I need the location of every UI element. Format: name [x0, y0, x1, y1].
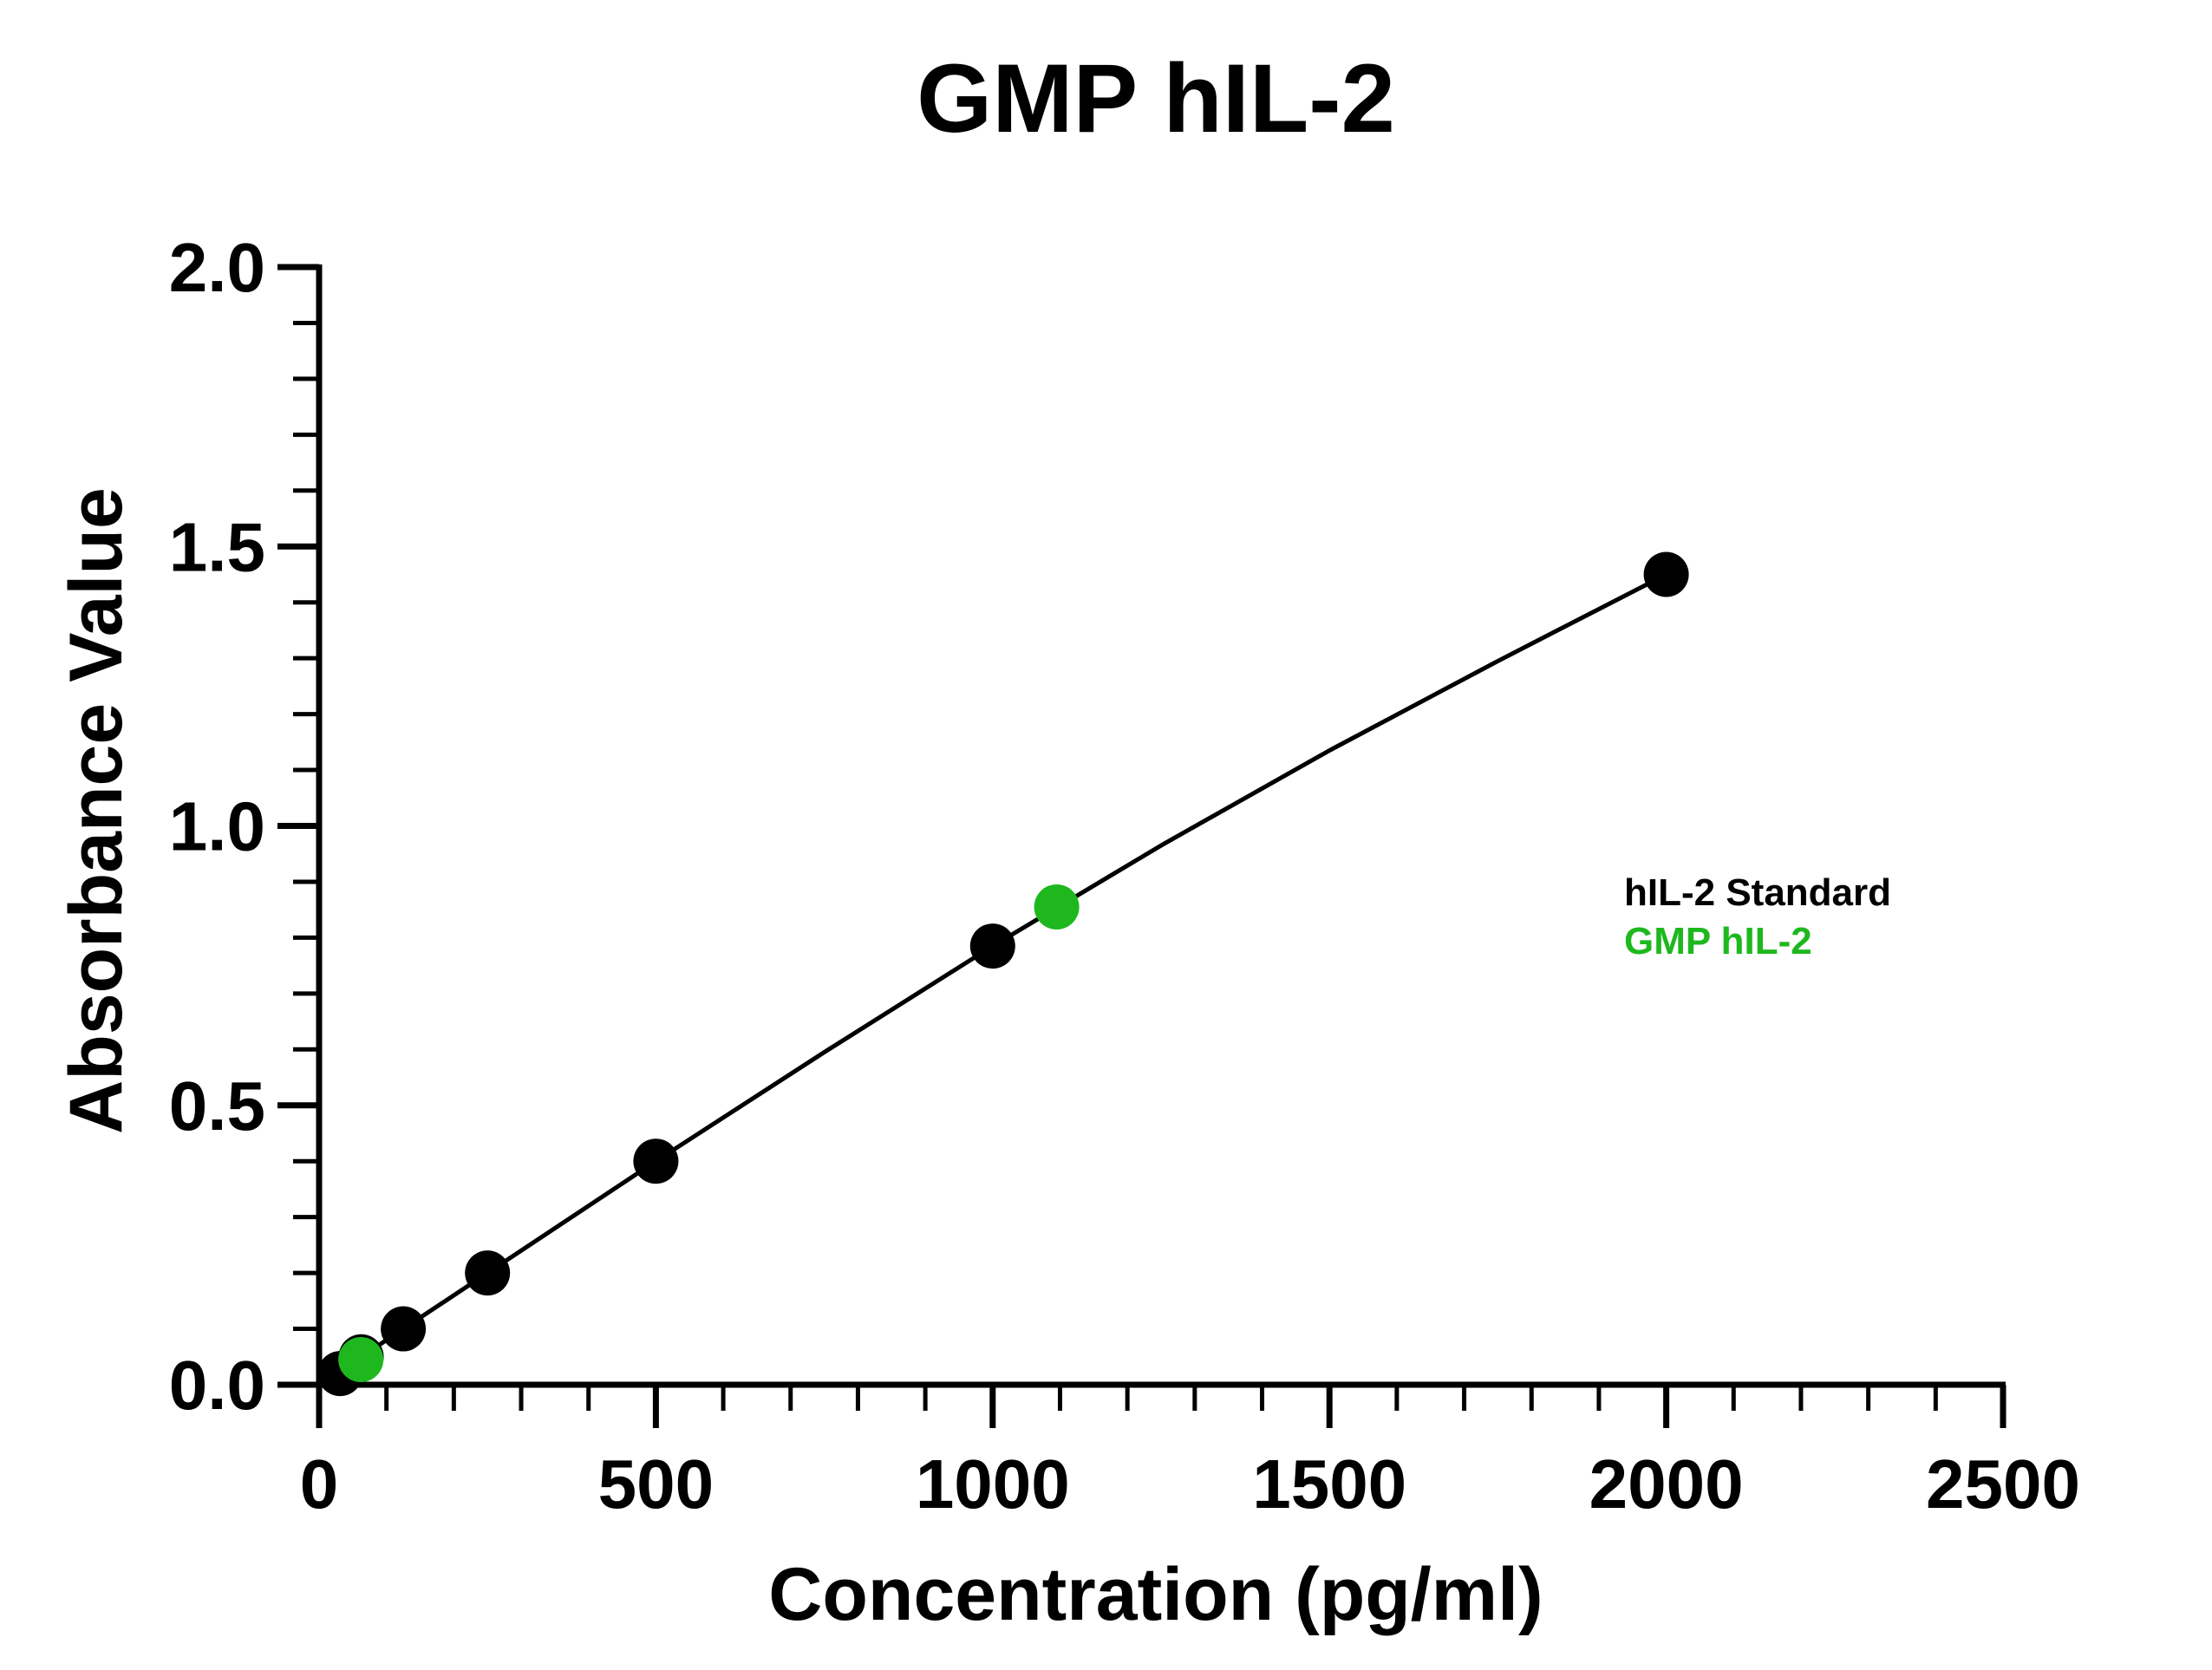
x-tick-label: 0 [300, 1445, 339, 1523]
fit-curve [331, 572, 1667, 1379]
fit-curve-group [331, 572, 1667, 1379]
x-tick-label: 1000 [916, 1445, 1070, 1523]
x-axis-label: Concentration (pg/ml) [768, 1553, 1543, 1636]
x-tick-label: 2500 [1926, 1445, 2080, 1523]
gmp-point [1034, 884, 1080, 930]
legend-entry: hIL-2 Standard [1624, 871, 1891, 914]
legend: hIL-2 Standard GMP hIL-2 [1624, 871, 1891, 962]
standard-point [381, 1306, 427, 1352]
x-tick-label: 2000 [1589, 1445, 1744, 1523]
y-axis-label: Absorbance Value [55, 487, 138, 1134]
y-tick-label: 0.0 [169, 1347, 265, 1424]
data-points [317, 551, 1689, 1397]
standard-point [465, 1250, 511, 1296]
standard-point [969, 923, 1015, 969]
gmp-point [338, 1336, 384, 1382]
y-tick-label: 2.0 [169, 229, 265, 306]
x-tick-label: 1500 [1252, 1445, 1406, 1523]
y-tick-label: 1.0 [169, 788, 265, 865]
standard-point [633, 1138, 679, 1184]
x-tick-label: 500 [598, 1445, 714, 1523]
axes: 0.0 0.5 1.0 1.5 2.0 0 500 1000 1500 2000 2500 [169, 229, 2080, 1523]
y-tick-label: 0.5 [169, 1067, 265, 1145]
legend-entry: GMP hIL-2 [1624, 920, 1812, 962]
y-tick-label: 1.5 [169, 508, 265, 585]
chart-title: GMP hIL-2 [917, 44, 1395, 153]
standard-point [1643, 551, 1689, 597]
